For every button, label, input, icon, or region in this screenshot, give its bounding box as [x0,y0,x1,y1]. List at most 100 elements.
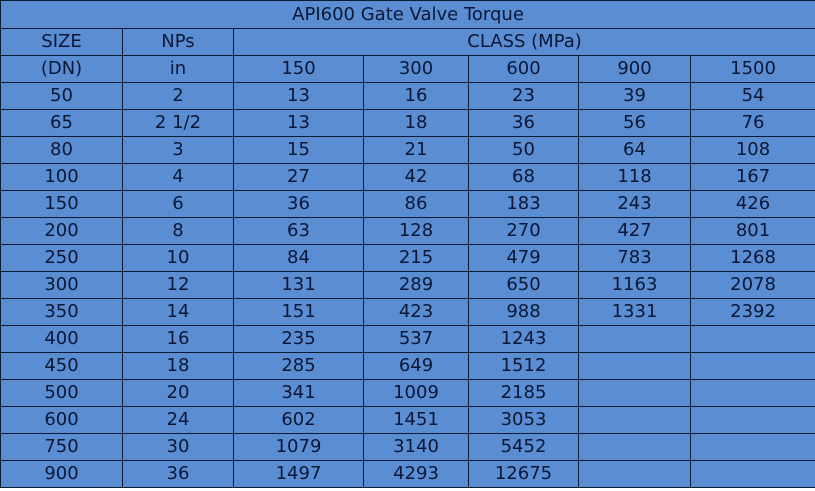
class-300-cell: 537 [363,325,469,353]
class-150-cell: 131 [233,271,364,299]
table-row: 65 2 1/2 13 18 36 56 76 [0,109,815,137]
class-600-cell: 2185 [468,379,579,407]
class-300-cell: 423 [363,298,469,326]
class-900-cell: 1163 [578,271,691,299]
class-300-cell: 3140 [363,433,469,461]
class-600-cell: 1512 [468,352,579,380]
class-150-cell: 602 [233,406,364,434]
class-1500-cell: 801 [689,217,815,245]
class-900-cell [578,406,691,434]
table-row: 750 30 1079 3140 5452 [0,433,815,461]
table-row: 300 12 131 289 650 1163 2078 [0,271,815,299]
size-unit: (DN) [0,55,123,83]
table-row: 150 6 36 86 183 243 426 [0,190,815,218]
size-cell: 50 [0,82,123,110]
class-900-cell [578,352,691,380]
class-900-cell: 118 [578,163,691,191]
table-row: 100 4 27 42 68 118 167 [0,163,815,191]
nps-header: NPs [122,28,234,56]
size-cell: 500 [0,379,123,407]
class-600-cell: 23 [468,82,579,110]
class-1500-cell: 2078 [689,271,815,299]
size-cell: 900 [0,460,123,488]
class-900-cell [578,433,691,461]
title-row: API600 Gate Valve Torque [0,0,815,29]
table-title: API600 Gate Valve Torque [0,0,815,29]
class-900-cell: 39 [578,82,691,110]
size-cell: 80 [0,136,123,164]
class-900-cell: 783 [578,244,691,272]
size-cell: 100 [0,163,123,191]
table-row: 600 24 602 1451 3053 [0,406,815,434]
nps-cell: 18 [122,352,234,380]
class-300-cell: 1009 [363,379,469,407]
class-300-cell: 42 [363,163,469,191]
class-600-cell: 5452 [468,433,579,461]
class-600-cell: 479 [468,244,579,272]
class-150-cell: 13 [233,82,364,110]
class-1500-cell [689,379,815,407]
class-900-cell [578,325,691,353]
class-1500-cell: 108 [689,136,815,164]
class-300-cell: 215 [363,244,469,272]
size-cell: 250 [0,244,123,272]
table-row: 200 8 63 128 270 427 801 [0,217,815,245]
class-1500-cell: 167 [689,163,815,191]
class-900-cell: 1331 [578,298,691,326]
size-cell: 600 [0,406,123,434]
class-150-cell: 285 [233,352,364,380]
table-row: 500 20 341 1009 2185 [0,379,815,407]
nps-cell: 6 [122,190,234,218]
class-600-cell: 3053 [468,406,579,434]
class-150-cell: 36 [233,190,364,218]
class-900-cell [578,379,691,407]
class-600-cell: 270 [468,217,579,245]
class-900-cell [578,460,691,488]
class-150-cell: 63 [233,217,364,245]
table-row: 50 2 13 16 23 39 54 [0,82,815,110]
table-row: 80 3 15 21 50 64 108 [0,136,815,164]
class-1500-cell: 76 [689,109,815,137]
size-cell: 750 [0,433,123,461]
size-cell: 400 [0,325,123,353]
nps-cell: 2 1/2 [122,109,234,137]
class-600-cell: 12675 [468,460,579,488]
class-600-cell: 1243 [468,325,579,353]
class-900-cell: 56 [578,109,691,137]
class-header: CLASS (MPa) [232,28,815,56]
class-600-cell: 36 [468,109,579,137]
nps-cell: 10 [122,244,234,272]
class-150-cell: 1079 [233,433,364,461]
class-150-cell: 341 [233,379,364,407]
size-header: SIZE [0,28,123,56]
class-300-cell: 16 [363,82,469,110]
class-900-cell: 243 [578,190,691,218]
class-600-header: 600 [468,55,579,83]
nps-cell: 36 [122,460,234,488]
class-600-cell: 988 [468,298,579,326]
class-300-header: 300 [363,55,469,83]
class-300-cell: 649 [363,352,469,380]
class-150-cell: 27 [233,163,364,191]
class-300-cell: 21 [363,136,469,164]
class-1500-cell [689,352,815,380]
table-row: 350 14 151 423 988 1331 2392 [0,298,815,326]
table-row: 250 10 84 215 479 783 1268 [0,244,815,272]
nps-cell: 20 [122,379,234,407]
class-900-cell: 427 [578,217,691,245]
table-row: 450 18 285 649 1512 [0,352,815,380]
class-1500-cell [689,325,815,353]
table-row: 400 16 235 537 1243 [0,325,815,353]
class-1500-cell [689,460,815,488]
class-300-cell: 86 [363,190,469,218]
class-150-cell: 151 [233,298,364,326]
table-row: 900 36 1497 4293 12675 [0,460,815,488]
class-900-header: 900 [578,55,691,83]
class-150-cell: 15 [233,136,364,164]
class-600-cell: 68 [468,163,579,191]
class-300-cell: 289 [363,271,469,299]
nps-cell: 12 [122,271,234,299]
class-600-cell: 183 [468,190,579,218]
size-cell: 150 [0,190,123,218]
class-300-cell: 4293 [363,460,469,488]
